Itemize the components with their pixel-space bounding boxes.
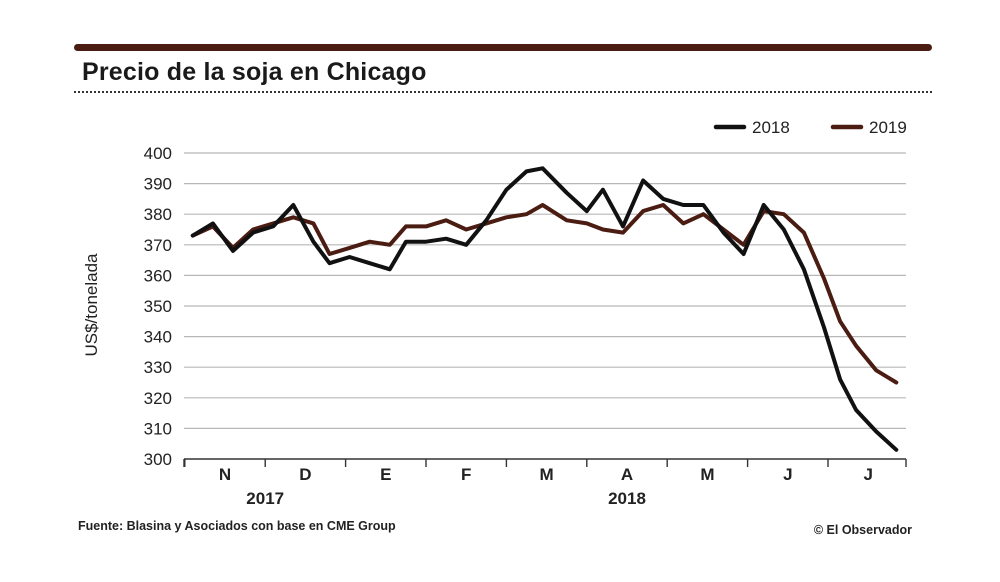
series-line-2019: [190, 203, 899, 385]
y-tick-label: 320: [144, 389, 172, 408]
series-lines: [190, 166, 899, 452]
x-tick-label: N: [219, 465, 231, 484]
x-tick-label: J: [863, 465, 872, 484]
x-tick-label: A: [621, 465, 633, 484]
title-divider: [74, 91, 932, 93]
x-tick-label: E: [380, 465, 391, 484]
y-tick-label: 390: [144, 175, 172, 194]
source-note: Fuente: Blasina y Asociados con base en …: [78, 519, 396, 533]
x-tick-label: J: [783, 465, 792, 484]
x-tick-label: M: [540, 465, 554, 484]
year-label: 2017: [246, 489, 284, 508]
legend-label-2019: 2019: [869, 118, 907, 137]
y-tick-label: 330: [144, 358, 172, 377]
y-tick-label: 360: [144, 266, 172, 285]
y-tick-label: 400: [144, 144, 172, 163]
credit-note: © El Observador: [813, 523, 912, 537]
y-tick-label: 350: [144, 297, 172, 316]
year-label: 2018: [608, 489, 646, 508]
y-axis-label: US$/tonelada: [82, 253, 101, 357]
x-tick-label: F: [461, 465, 471, 484]
x-tick-label: D: [299, 465, 311, 484]
gridlines: [184, 152, 906, 460]
top-accent-bar: [74, 44, 932, 51]
year-labels: 2017 2018: [246, 489, 646, 508]
y-tick-label: 300: [144, 450, 172, 469]
legend: 2018 2019: [713, 118, 907, 137]
y-tick-label: 310: [144, 419, 172, 438]
x-tick-label: M: [700, 465, 714, 484]
y-tick-label: 340: [144, 328, 172, 347]
series-line-2018: [190, 166, 899, 452]
chart-title: Precio de la soja en Chicago: [82, 58, 427, 86]
y-axis-ticks: 300 310 320 330 340 350 360 370 380 390 400: [144, 144, 172, 469]
y-tick-label: 380: [144, 205, 172, 224]
y-tick-label: 370: [144, 236, 172, 255]
legend-label-2018: 2018: [752, 118, 790, 137]
